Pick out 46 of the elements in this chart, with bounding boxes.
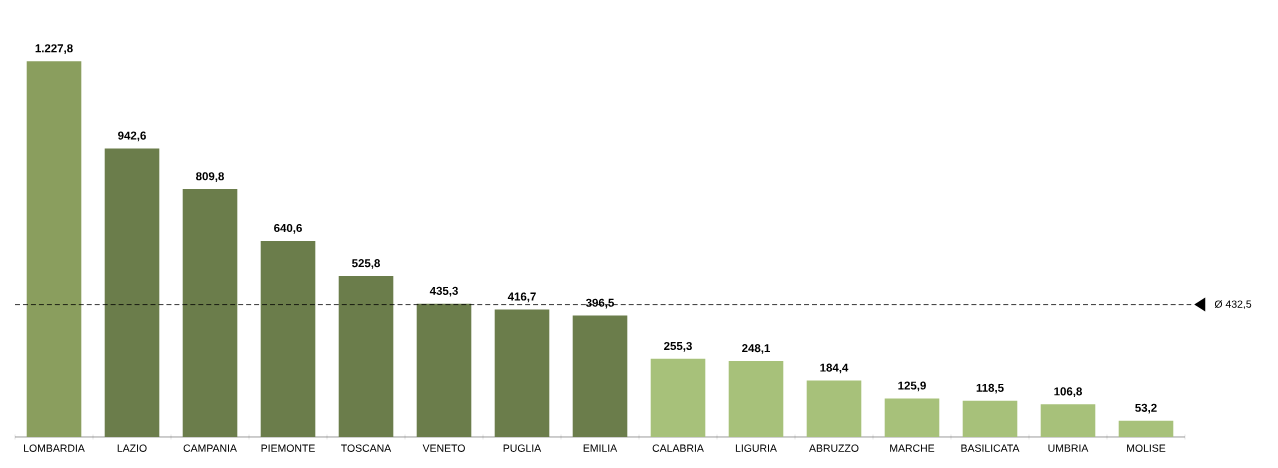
data-label: 525,8 <box>352 259 380 269</box>
x-tick-label: LAZIO <box>117 444 147 452</box>
x-tick-label: VENETO <box>422 444 465 452</box>
data-label: 118,5 <box>976 383 1004 394</box>
data-label: 809,8 <box>196 172 224 182</box>
bar <box>962 400 1018 437</box>
x-tick-label: PIEMONTE <box>261 444 315 452</box>
bar <box>806 380 862 437</box>
bar <box>884 398 940 437</box>
x-tick-label: CAMPANIA <box>183 444 237 452</box>
bar <box>1040 404 1096 437</box>
data-label: 53,2 <box>1135 403 1157 414</box>
bar <box>416 303 472 437</box>
bar <box>338 276 394 437</box>
x-tick-label: MOLISE <box>1127 444 1166 452</box>
bar <box>26 61 82 437</box>
data-label: 248,1 <box>742 344 771 354</box>
bar <box>182 189 238 437</box>
x-tick-label: PUGLIA <box>503 444 542 452</box>
bar <box>1118 420 1174 437</box>
x-tick-label: EMILIA <box>583 444 618 452</box>
x-tick-label: CALABRIA <box>652 444 704 452</box>
data-label: 184,4 <box>820 363 849 374</box>
x-tick-label: BASILICATA <box>961 444 1020 452</box>
data-label: 435,3 <box>429 286 458 297</box>
data-label: 396,5 <box>585 298 615 309</box>
bar <box>260 240 316 437</box>
data-label: 255,3 <box>664 341 692 352</box>
data-label: 640,6 <box>274 223 302 234</box>
ref-line-label: Ø 432,5 <box>1214 300 1252 310</box>
x-tick-label: UMBRIA <box>1048 444 1089 452</box>
data-label: 416,7 <box>507 292 536 303</box>
data-label: 125,9 <box>898 381 926 392</box>
bar <box>494 309 550 437</box>
x-tick-label: MARCHE <box>890 444 935 452</box>
bar <box>728 361 784 437</box>
bar <box>572 315 628 437</box>
x-tick-label: LOMBARDIA <box>24 444 85 452</box>
data-label: 942,6 <box>118 131 146 142</box>
bar <box>650 358 706 437</box>
data-label: 106,8 <box>1054 387 1082 398</box>
x-tick-label: LIGURIA <box>735 444 777 452</box>
x-tick-label: TOSCANA <box>341 444 392 452</box>
data-label: 1.227,8 <box>35 44 73 54</box>
x-tick-label: ABRUZZO <box>809 444 859 452</box>
bar <box>104 148 160 437</box>
